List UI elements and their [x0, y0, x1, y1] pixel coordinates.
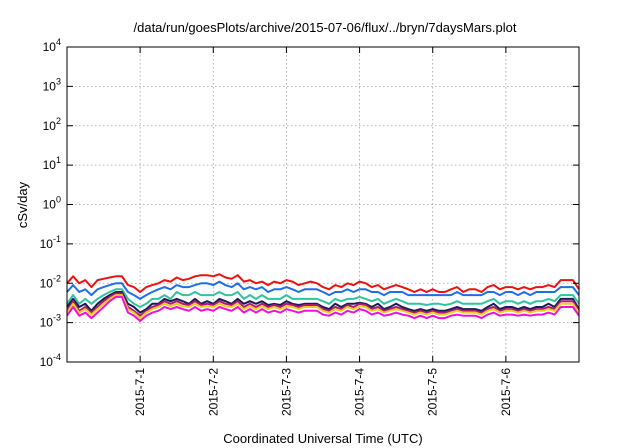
y-tick-label: 100: [43, 195, 61, 212]
y-axis-label: cSv/day: [15, 181, 30, 228]
grid: [67, 47, 579, 362]
series-line: [66, 294, 580, 320]
series-line: [66, 291, 580, 314]
x-tick-label: 2015-7-5: [426, 368, 440, 416]
y-tick-label: 104: [43, 37, 61, 54]
x-tick-label: 2015-7-2: [206, 368, 220, 416]
y-axis: 10-4 10-3 10-2 10-1 100 101 102 103 104: [40, 37, 579, 369]
series-line: [66, 280, 580, 300]
y-tick-label: 10-3: [40, 313, 61, 330]
series-line: [66, 288, 580, 308]
chart-title: /data/run/goesPlots/archive/2015-07-06/f…: [134, 20, 517, 35]
x-tick-label: 2015-7-4: [353, 368, 367, 416]
y-tick-label: 10-4: [40, 352, 61, 369]
x-axis: 2015-7-1 2015-7-2 2015-7-3 2015-7-4 2015-7-5…: [133, 47, 513, 416]
y-tick-label: 10-2: [40, 273, 61, 290]
y-tick-label: 103: [43, 76, 61, 93]
series-line: [66, 292, 580, 317]
x-tick-label: 2015-7-6: [499, 368, 513, 416]
y-tick-label: 101: [43, 155, 61, 172]
x-axis-label: Coordinated Universal Time (UTC): [223, 431, 422, 446]
x-tick-label: 2015-7-1: [133, 368, 147, 416]
series-line: [66, 273, 580, 293]
series-line: [66, 295, 580, 322]
y-tick-label: 102: [43, 116, 61, 133]
x-tick-label: 2015-7-3: [279, 368, 293, 416]
series-group: [66, 273, 580, 322]
y-tick-label: 10-1: [40, 234, 61, 251]
